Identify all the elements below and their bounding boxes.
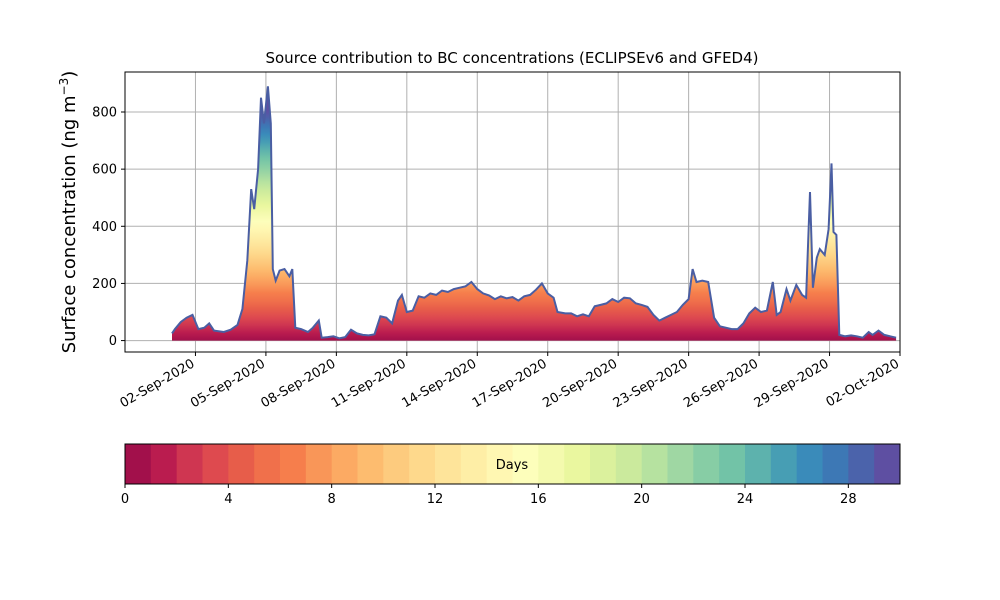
colorbar-segment <box>538 444 565 484</box>
colorbar-segment <box>254 444 281 484</box>
colorbar-segment <box>848 444 875 484</box>
colorbar-segment <box>590 444 617 484</box>
colorbar-tick-label: 20 <box>633 492 650 507</box>
colorbar-segment <box>435 444 462 484</box>
colorbar-segment <box>176 444 203 484</box>
colorbar <box>125 444 901 484</box>
colorbar-segment <box>719 444 746 484</box>
colorbar-segment <box>874 444 901 484</box>
y-axis-label-superscript: −3 <box>57 78 71 96</box>
colorbar-segment <box>150 444 178 484</box>
plot-frame <box>124 71 901 353</box>
colorbar-segment <box>305 444 333 484</box>
y-axis-label: Surface concentration (ng m−3) <box>57 71 80 354</box>
colorbar-segment <box>745 444 772 484</box>
colorbar-tick-label: 0 <box>121 492 129 507</box>
colorbar-segment <box>822 444 849 484</box>
colorbar-label: Days <box>496 458 529 473</box>
colorbar-segment <box>512 444 539 484</box>
y-tick-label: 800 <box>92 106 117 121</box>
colorbar-segment <box>383 444 410 484</box>
total-concentration-line <box>171 86 897 340</box>
colorbar-segment <box>280 444 307 484</box>
colorbar-tick-label: 24 <box>737 492 754 507</box>
colorbar-segment <box>228 444 255 484</box>
y-tick-label: 0 <box>109 334 117 349</box>
chart-title: Source contribution to BC concentrations… <box>265 49 758 67</box>
colorbar-segment <box>693 444 720 484</box>
colorbar-segment <box>615 444 643 484</box>
colorbar-tick-label: 16 <box>530 492 547 507</box>
colorbar-segment <box>331 444 358 484</box>
y-axis-label-main: Surface concentration (ng m <box>59 95 80 353</box>
colorbar-tick-label: 12 <box>427 492 444 507</box>
colorbar-segment <box>357 444 384 484</box>
colorbar-segment <box>460 444 488 484</box>
colorbar-tick-label: 8 <box>328 492 336 507</box>
y-tick-label: 200 <box>92 277 117 292</box>
colorbar-segment <box>202 444 229 484</box>
colorbar-segment <box>641 444 668 484</box>
colorbar-segment <box>486 444 513 484</box>
colorbar-segment <box>409 444 436 484</box>
colorbar-segment <box>770 444 798 484</box>
colorbar-segment <box>667 444 694 484</box>
colorbar-tick-label: 28 <box>840 492 857 507</box>
colorbar-ticks: 0 4 8 12 16 20 24 28 <box>121 484 857 507</box>
colorbar-frame <box>124 443 901 485</box>
y-tick-label: 400 <box>92 220 117 235</box>
colorbar-segment <box>796 444 823 484</box>
colorbar-segment <box>125 444 152 484</box>
y-tick-label: 600 <box>92 163 117 178</box>
y-axis-label-close: ) <box>59 71 80 78</box>
y-axis: 0 200 400 600 800 <box>92 106 125 349</box>
colorbar-segment <box>564 444 591 484</box>
colorbar-tick-label: 4 <box>224 492 232 507</box>
